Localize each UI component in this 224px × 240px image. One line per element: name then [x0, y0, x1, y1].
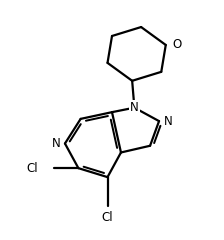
Text: N: N — [52, 137, 60, 150]
Text: Cl: Cl — [102, 211, 113, 224]
Text: Cl: Cl — [26, 162, 38, 175]
Text: N: N — [130, 101, 139, 114]
Text: O: O — [172, 38, 182, 51]
Text: N: N — [164, 115, 172, 128]
